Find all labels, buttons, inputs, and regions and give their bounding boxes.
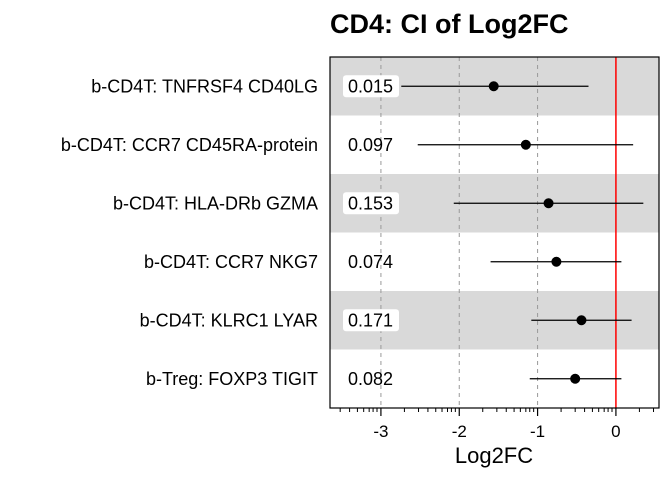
chart-title: CD4: CI of Log2FC [330, 9, 568, 39]
estimate-point [543, 198, 554, 209]
p-value: 0.015 [348, 76, 393, 96]
row-label: b-CD4T: TNFRSF4 CD40LG [91, 76, 318, 96]
p-value-box [343, 75, 399, 98]
estimate-point [488, 81, 499, 92]
row-label: b-CD4T: HLA-DRb GZMA [113, 193, 318, 213]
p-value-box [343, 192, 399, 215]
p-value: 0.153 [348, 193, 393, 213]
tick-label: -3 [373, 422, 388, 441]
p-value: 0.074 [348, 252, 393, 272]
p-value-box [343, 309, 399, 332]
estimate-point [520, 139, 531, 150]
x-axis-ticks: -3 -2 -1 0 [339, 408, 655, 441]
plot-frame [329, 56, 660, 409]
row-label: b-CD4T: CCR7 NKG7 [144, 252, 318, 272]
estimate-point [570, 373, 581, 384]
p-value-labels: 0.015 0.097 0.153 0.074 0.171 0.082 [343, 75, 399, 389]
row-label: b-CD4T: KLRC1 LYAR [140, 310, 318, 330]
row-labels: b-CD4T: TNFRSF4 CD40LG b-CD4T: CCR7 CD45R… [61, 76, 318, 389]
tick-label: -2 [452, 422, 467, 441]
p-value: 0.082 [348, 369, 393, 389]
estimate-points [488, 81, 587, 384]
grid-lines [380, 57, 539, 408]
tick-label: 0 [611, 422, 620, 441]
tick-label: -1 [530, 422, 545, 441]
x-axis-label: Log2FC [455, 443, 533, 468]
p-value: 0.097 [348, 135, 393, 155]
p-value: 0.171 [348, 310, 393, 330]
row-label: b-Treg: FOXP3 TIGIT [146, 369, 318, 389]
row-label: b-CD4T: CCR7 CD45RA-protein [61, 135, 318, 155]
estimate-point [551, 256, 562, 267]
estimate-point [576, 315, 587, 326]
